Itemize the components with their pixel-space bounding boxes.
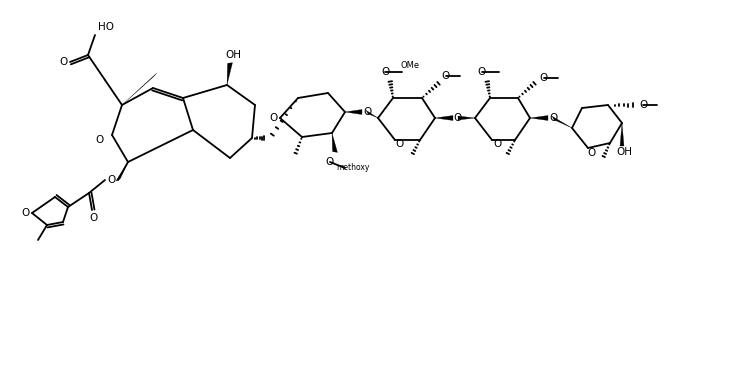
Text: O: O <box>270 113 278 123</box>
Text: O: O <box>60 57 68 67</box>
Text: O: O <box>588 148 596 158</box>
Text: O: O <box>90 213 98 223</box>
Polygon shape <box>122 73 156 105</box>
Text: O: O <box>493 139 501 149</box>
Polygon shape <box>552 116 572 128</box>
Polygon shape <box>227 63 232 85</box>
Text: O: O <box>442 71 450 81</box>
Text: O: O <box>540 73 548 83</box>
Text: O: O <box>639 100 647 110</box>
Text: HO: HO <box>98 22 114 32</box>
Text: OH: OH <box>225 50 241 60</box>
Polygon shape <box>345 110 362 114</box>
Text: O: O <box>549 113 557 123</box>
Polygon shape <box>435 116 453 120</box>
Text: O: O <box>21 208 29 218</box>
Text: OH: OH <box>616 147 632 157</box>
Polygon shape <box>620 123 624 146</box>
Text: O: O <box>478 67 486 77</box>
Text: OMe: OMe <box>401 61 420 71</box>
Polygon shape <box>115 162 128 181</box>
Text: methoxy: methoxy <box>336 163 370 173</box>
Text: O: O <box>454 113 462 123</box>
Text: O: O <box>396 139 404 149</box>
Polygon shape <box>332 133 338 152</box>
Polygon shape <box>530 116 548 120</box>
Text: O: O <box>108 175 116 185</box>
Text: O: O <box>326 157 334 167</box>
Polygon shape <box>366 110 378 118</box>
Text: O: O <box>96 135 104 145</box>
Polygon shape <box>458 116 475 120</box>
Text: O: O <box>363 107 371 117</box>
Text: O: O <box>381 67 389 77</box>
